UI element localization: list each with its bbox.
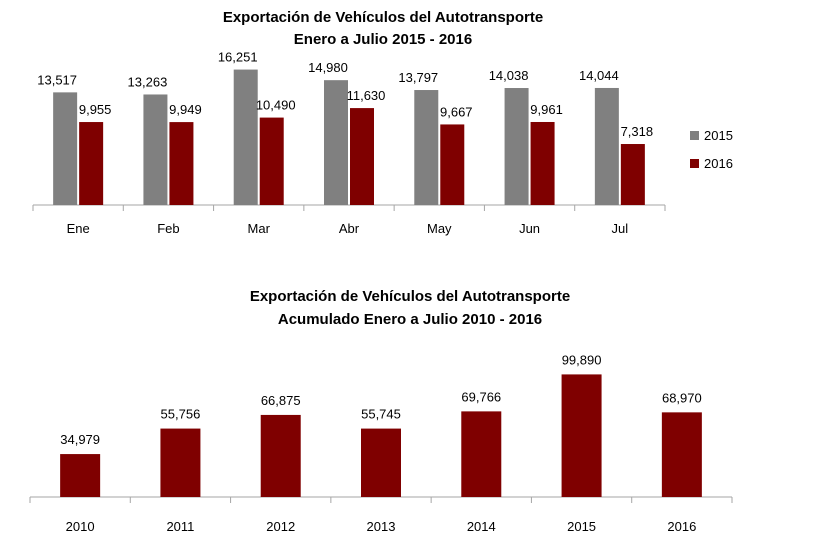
chart1-data-label-2016-Mar: 10,490 — [256, 98, 296, 113]
chart1-category-label: Jun — [519, 221, 540, 236]
chart1-bar-2016-Ene — [79, 122, 104, 205]
chart1-bar-2016-Jul — [620, 144, 645, 205]
chart2-data-label-2011: 55,756 — [161, 407, 201, 422]
chart1-category-label: Jul — [612, 221, 629, 236]
chart2-bar-2015 — [561, 374, 602, 497]
chart1-bar-2016-Mar — [259, 117, 284, 205]
chart1-bar-2016-Jun — [530, 121, 555, 205]
chart2-plot: 34,979 2010 55,756 2011 66,875 2012 55,745 2013… — [29, 352, 733, 534]
chart1-data-label-2015-Mar: 16,251 — [218, 50, 258, 65]
chart1-category-label: May — [427, 221, 452, 236]
chart1-bar-2016-Abr — [350, 108, 374, 205]
chart1-data-label-2015-Ene: 13,517 — [37, 72, 77, 87]
chart2-bar-2016 — [661, 412, 702, 497]
chart1-title: Exportación de Vehículos del Autotranspo… — [223, 9, 543, 26]
chart2-bar-2012 — [260, 414, 301, 497]
legend-swatch-2016 — [690, 159, 699, 168]
legend-swatch-2015 — [690, 131, 699, 140]
chart2-data-label-2016: 68,970 — [662, 390, 702, 405]
chart1-category-label: Mar — [248, 221, 271, 236]
chart2-title: Exportación de Vehículos del Autotranspo… — [250, 288, 570, 305]
chart1-data-label-2015-Jun: 14,038 — [489, 68, 529, 83]
chart2-category-label: 2015 — [567, 519, 596, 534]
chart1-bar-2015-Jul — [594, 87, 619, 205]
chart1-data-label-2016-Abr: 11,630 — [347, 88, 386, 103]
chart2-subtitle: Acumulado Enero a Julio 2010 - 2016 — [278, 311, 542, 328]
chart2-category-label: 2014 — [467, 519, 496, 534]
chart1-data-label-2015-Abr: 14,980 — [308, 60, 348, 75]
chart2-bar-2011 — [160, 428, 201, 497]
chart1-bar-2016-Feb — [169, 122, 194, 205]
chart1-legend: 2015 2016 — [690, 128, 733, 171]
chart1-data-label-2015-Feb: 13,263 — [128, 74, 168, 89]
chart2-category-label: 2011 — [166, 519, 194, 534]
chart2-bar-2014 — [461, 411, 502, 497]
chart2-category-label: 2012 — [266, 519, 295, 534]
chart1-category-label: Feb — [157, 221, 179, 236]
chart1-data-label-2015-May: 13,797 — [398, 70, 438, 85]
chart2-data-label-2012: 66,875 — [261, 393, 301, 408]
chart2-category-label: 2016 — [667, 519, 696, 534]
chart1-subtitle: Enero a Julio 2015 - 2016 — [294, 31, 472, 48]
chart2-data-label-2010: 34,979 — [60, 432, 100, 447]
chart1-bar-2015-Abr — [324, 80, 348, 205]
chart1-data-label-2016-Feb: 9,949 — [169, 102, 202, 117]
chart2-category-label: 2010 — [66, 519, 95, 534]
chart2-bar-2010 — [60, 454, 101, 497]
chart1-bar-2016-May — [440, 124, 465, 205]
chart1-data-label-2016-Jun: 9,961 — [530, 102, 563, 117]
chart2-bar-2013 — [361, 428, 401, 497]
chart1-category-label: Abr — [339, 221, 360, 236]
legend-label-2015: 2015 — [704, 128, 733, 143]
legend-label-2016: 2016 — [704, 156, 733, 171]
chart1-bar-2015-Feb — [143, 94, 168, 205]
chart1-data-label-2016-May: 9,667 — [440, 104, 473, 119]
chart1-data-label-2015-Jul: 14,044 — [579, 68, 619, 83]
chart2-data-label-2015: 99,890 — [562, 352, 602, 367]
chart1-bar-2015-Jun — [504, 88, 529, 205]
chart1-data-label-2016-Jul: 7,318 — [621, 124, 654, 139]
chart1-bar-2015-May — [414, 90, 439, 205]
chart2-category-label: 2013 — [367, 519, 396, 534]
chart1-bar-2015-Mar — [233, 69, 258, 205]
chart1-bar-2015-Ene — [53, 92, 78, 205]
chart1-data-label-2016-Ene: 9,955 — [79, 102, 112, 117]
chart1-category-label: Ene — [67, 221, 90, 236]
chart2-data-label-2013: 55,745 — [361, 407, 401, 422]
chart2-data-label-2014: 69,766 — [461, 389, 501, 404]
